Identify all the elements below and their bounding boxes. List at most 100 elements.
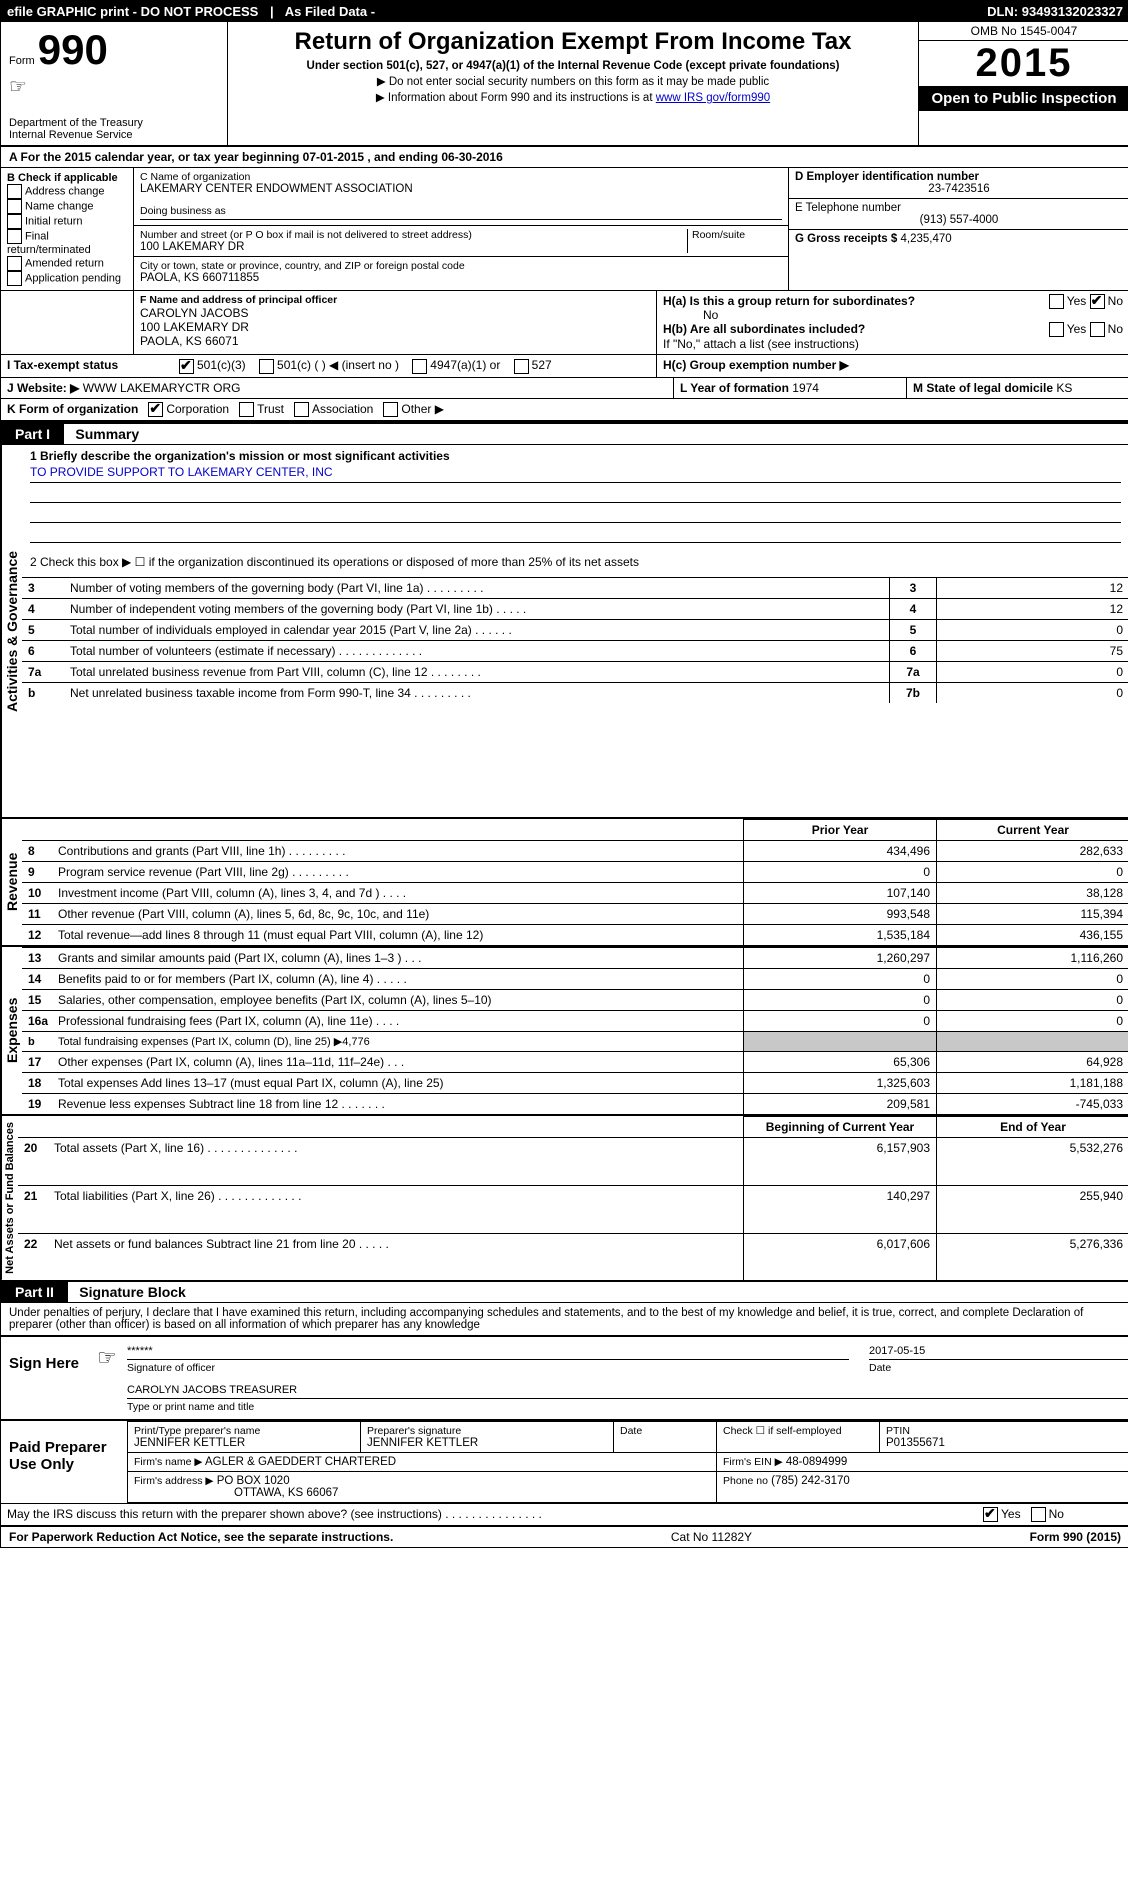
firm-addr2: OTTAWA, KS 66067 bbox=[234, 1487, 338, 1499]
chk-final[interactable] bbox=[7, 229, 22, 244]
ha-yes[interactable] bbox=[1049, 294, 1064, 309]
chk-name-change[interactable] bbox=[7, 199, 22, 214]
j-label: J Website: ▶ bbox=[7, 381, 79, 395]
ha-label: H(a) Is this a group return for subordin… bbox=[663, 294, 915, 308]
section-net-label: Net Assets or Fund Balances bbox=[1, 1116, 18, 1280]
e-label: E Telephone number bbox=[795, 202, 1123, 214]
form-number: 990 bbox=[38, 26, 108, 73]
revenue-table: Prior Year Current Year 8Contributions a… bbox=[22, 819, 1128, 945]
tax-year: 2015 bbox=[919, 41, 1128, 86]
hb-yes[interactable] bbox=[1049, 322, 1064, 337]
hb-hint: If "No," attach a list (see instructions… bbox=[663, 337, 1123, 351]
py-hdr: Prior Year bbox=[744, 819, 937, 840]
officer-addr: 100 LAKEMARY DR bbox=[140, 320, 650, 334]
table-row: bNet unrelated business taxable income f… bbox=[22, 682, 1128, 703]
expense-table: 13Grants and similar amounts paid (Part … bbox=[22, 947, 1128, 1114]
ptin: P01355671 bbox=[886, 1437, 1122, 1449]
hc-label: H(c) Group exemption number ▶ bbox=[656, 355, 1128, 376]
m-val: KS bbox=[1056, 381, 1072, 395]
discuss-no[interactable] bbox=[1031, 1507, 1046, 1522]
footer-right: Form 990 (2015) bbox=[1030, 1530, 1121, 1544]
form-page: efile GRAPHIC print - DO NOT PROCESS | A… bbox=[0, 0, 1128, 1548]
sig-name: CAROLYN JACOBS TREASURER bbox=[127, 1382, 1128, 1399]
table-row: 19Revenue less expenses Subtract line 18… bbox=[22, 1093, 1128, 1114]
table-row: 18Total expenses Add lines 13–17 (must e… bbox=[22, 1072, 1128, 1093]
chk-501c[interactable] bbox=[259, 359, 274, 374]
discuss-yes[interactable] bbox=[983, 1507, 998, 1522]
phone-value: (913) 557-4000 bbox=[795, 214, 1123, 226]
subtitle2: ▶ Do not enter social security numbers o… bbox=[236, 74, 910, 88]
chk-address-change[interactable] bbox=[7, 184, 22, 199]
section-bcd: B Check if applicable Address change Nam… bbox=[1, 168, 1128, 291]
form-header: Form 990 ☞ Department of the Treasury In… bbox=[1, 22, 1128, 147]
dln-label: DLN: bbox=[987, 4, 1018, 19]
city-value: PAOLA, KS 660711855 bbox=[140, 272, 782, 284]
chk-trust[interactable] bbox=[239, 402, 254, 417]
dln-value: 93493132023327 bbox=[1022, 4, 1123, 19]
table-row: 15Salaries, other compensation, employee… bbox=[22, 989, 1128, 1010]
l-val: 1974 bbox=[792, 381, 819, 395]
open-inspection: Open to Public Inspection bbox=[919, 86, 1128, 111]
efile-left: efile GRAPHIC print - DO NOT PROCESS bbox=[7, 4, 258, 19]
table-row: 10Investment income (Part VIII, column (… bbox=[22, 882, 1128, 903]
irs-link[interactable]: www IRS gov/form990 bbox=[656, 92, 770, 104]
col-c: C Name of organization LAKEMARY CENTER E… bbox=[134, 168, 788, 290]
table-row: 16aProfessional fundraising fees (Part I… bbox=[22, 1010, 1128, 1031]
table-row: 17Other expenses (Part IX, column (A), l… bbox=[22, 1051, 1128, 1072]
chk-assoc[interactable] bbox=[294, 402, 309, 417]
dba-value bbox=[140, 219, 782, 222]
row-a-period: A For the 2015 calendar year, or tax yea… bbox=[1, 147, 1128, 168]
gov-table: 3Number of voting members of the governi… bbox=[22, 577, 1128, 703]
l-label: L Year of formation bbox=[680, 381, 789, 395]
section-exp-label: Expenses bbox=[1, 947, 22, 1114]
table-row: bTotal fundraising expenses (Part IX, co… bbox=[22, 1031, 1128, 1051]
firm-ein: 48-0894999 bbox=[786, 1456, 847, 1468]
table-row: 6Total number of volunteers (estimate if… bbox=[22, 640, 1128, 661]
dept-treasury: Department of the Treasury bbox=[9, 117, 219, 129]
ha-value: No bbox=[703, 308, 718, 322]
sig-date: 2017-05-15 bbox=[869, 1343, 1128, 1360]
gross-value: 4,235,470 bbox=[900, 233, 951, 245]
ha-no[interactable] bbox=[1090, 294, 1105, 309]
part-i-title: Summary bbox=[67, 424, 147, 444]
col-d: D Employer identification number 23-7423… bbox=[788, 168, 1128, 290]
chk-other[interactable] bbox=[383, 402, 398, 417]
prep-name: JENNIFER KETTLER bbox=[134, 1437, 354, 1449]
chk-4947[interactable] bbox=[412, 359, 427, 374]
mission-text: TO PROVIDE SUPPORT TO LAKEMARY CENTER, I… bbox=[30, 463, 1121, 483]
chk-initial[interactable] bbox=[7, 214, 22, 229]
omb-number: OMB No 1545-0047 bbox=[919, 22, 1128, 41]
chk-corp[interactable] bbox=[148, 402, 163, 417]
room-label: Room/suite bbox=[692, 229, 782, 241]
form-title: Return of Organization Exempt From Incom… bbox=[236, 28, 910, 56]
netassets-table: Beginning of Current Year End of Year 20… bbox=[18, 1116, 1128, 1280]
firm-phone: (785) 242-3170 bbox=[771, 1475, 850, 1487]
org-name: LAKEMARY CENTER ENDOWMENT ASSOCIATION bbox=[140, 183, 782, 195]
hb-no[interactable] bbox=[1090, 322, 1105, 337]
footer-mid: Cat No 11282Y bbox=[671, 1530, 752, 1544]
g-label: G Gross receipts $ bbox=[795, 233, 897, 245]
dba-label: Doing business as bbox=[140, 205, 782, 217]
paid-prep-label: Paid Preparer Use Only bbox=[1, 1421, 127, 1503]
eoy-hdr: End of Year bbox=[937, 1116, 1128, 1137]
form-prefix: Form bbox=[9, 55, 35, 67]
section-rev-label: Revenue bbox=[1, 819, 22, 945]
chk-pending[interactable] bbox=[7, 271, 22, 286]
efile-topbar: efile GRAPHIC print - DO NOT PROCESS | A… bbox=[1, 1, 1128, 22]
officer-city: PAOLA, KS 66071 bbox=[140, 334, 650, 348]
chk-501c3[interactable] bbox=[179, 359, 194, 374]
table-row: 3Number of voting members of the governi… bbox=[22, 577, 1128, 598]
officer-name: CAROLYN JACOBS bbox=[140, 306, 650, 320]
addr-label: Number and street (or P O box if mail is… bbox=[140, 229, 687, 241]
chk-amended[interactable] bbox=[7, 256, 22, 271]
table-row: 12Total revenue—add lines 8 through 11 (… bbox=[22, 924, 1128, 945]
table-row: 22Net assets or fund balances Subtract l… bbox=[18, 1233, 1128, 1280]
sign-section: Sign Here ☞ ****** Signature of officer … bbox=[1, 1335, 1128, 1419]
table-row: 21Total liabilities (Part X, line 26) . … bbox=[18, 1185, 1128, 1233]
subtitle1: Under section 501(c), 527, or 4947(a)(1)… bbox=[236, 60, 910, 72]
table-row: 14Benefits paid to or for members (Part … bbox=[22, 968, 1128, 989]
col-b: B Check if applicable Address change Nam… bbox=[1, 168, 134, 290]
chk-527[interactable] bbox=[514, 359, 529, 374]
table-row: 7aTotal unrelated business revenue from … bbox=[22, 661, 1128, 682]
irs-label: Internal Revenue Service bbox=[9, 129, 219, 141]
